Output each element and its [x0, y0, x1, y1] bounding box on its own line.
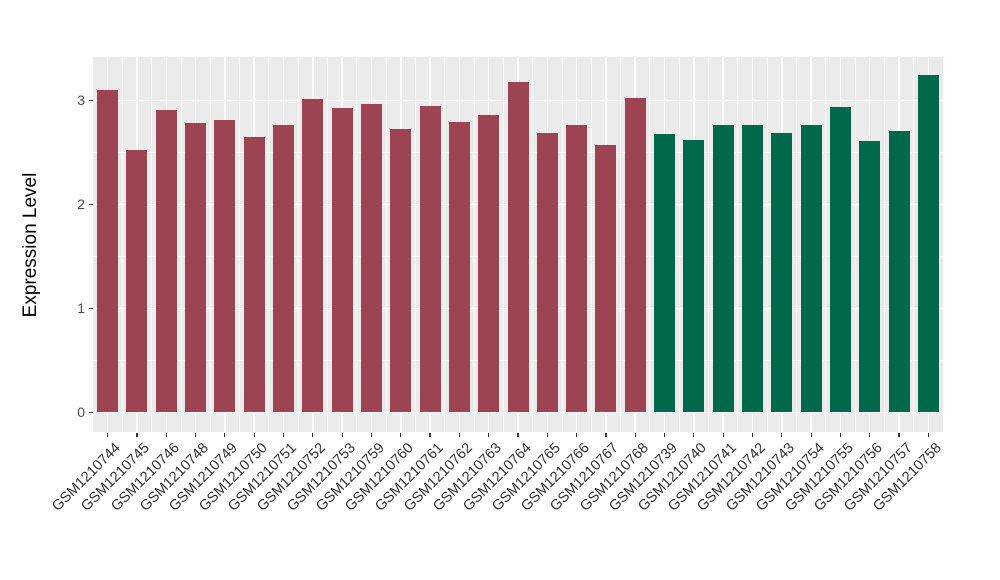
x-tick-mark: [722, 433, 724, 437]
bar-GSM1210744: [97, 90, 119, 413]
gridline-minor-x: [444, 57, 446, 432]
gridline-minor-x: [385, 57, 387, 432]
bar-GSM1210766: [566, 124, 588, 413]
gridline-minor-x: [532, 57, 534, 432]
bar-GSM1210755: [829, 106, 851, 413]
bar-GSM1210756: [859, 141, 881, 413]
bar-GSM1210745: [126, 150, 148, 413]
x-tick-mark: [663, 433, 666, 437]
bar-GSM1210754: [800, 124, 822, 413]
x-tick-mark: [224, 433, 226, 437]
plot-panel: [93, 57, 943, 432]
bar-GSM1210760: [390, 128, 412, 413]
x-tick-mark: [400, 433, 402, 437]
x-tick-mark: [370, 433, 373, 437]
x-tick-mark: [107, 433, 109, 437]
x-tick-mark: [869, 433, 871, 437]
bar-GSM1210743: [771, 132, 793, 413]
gridline-minor-x: [561, 57, 563, 432]
x-tick-mark: [546, 433, 548, 437]
x-tick-mark: [634, 433, 636, 437]
x-tick-mark: [693, 433, 695, 437]
y-tick-label: 0: [77, 403, 85, 420]
gridline-minor-x: [209, 57, 211, 432]
gridline-minor-x: [151, 57, 153, 432]
gridline-minor-x: [854, 57, 856, 432]
x-tick-mark: [429, 433, 431, 437]
y-tick-label: 2: [77, 196, 85, 212]
bar-GSM1210753: [331, 107, 353, 413]
bar-GSM1210764: [507, 81, 529, 413]
bar-GSM1210768: [624, 97, 646, 413]
gridline-minor-x: [268, 57, 270, 432]
bar-GSM1210767: [595, 145, 617, 413]
bar-GSM1210765: [536, 132, 558, 413]
x-tick-mark: [605, 433, 607, 437]
y-tick-mark: [88, 100, 93, 102]
bar-GSM1210763: [478, 115, 500, 413]
y-tick-mark: [88, 307, 93, 309]
bar-GSM1210746: [155, 109, 177, 413]
gridline-minor-x: [649, 57, 651, 432]
gridline-minor-x: [883, 57, 885, 432]
gridline-minor-x: [678, 57, 680, 432]
bar-GSM1210759: [360, 103, 382, 413]
gridline-minor-x: [356, 57, 358, 432]
x-tick-mark: [341, 433, 343, 437]
x-tick-mark: [194, 433, 197, 437]
x-tick-mark: [312, 433, 314, 437]
gridline-minor-x: [415, 57, 416, 432]
gridline-minor-x: [766, 57, 768, 432]
gridline-minor-x: [913, 57, 915, 432]
x-tick-mark: [781, 433, 783, 437]
x-tick-mark: [927, 433, 929, 437]
x-tick-mark: [253, 433, 255, 437]
bar-GSM1210741: [712, 124, 734, 413]
bar-GSM1210749: [214, 120, 236, 413]
x-tick-mark: [898, 433, 900, 437]
gridline-minor-x: [239, 57, 240, 432]
gridline-minor-x: [297, 57, 299, 432]
bar-GSM1210739: [654, 133, 676, 413]
x-tick-mark: [458, 433, 460, 437]
gridline-minor-x: [502, 57, 504, 432]
gridline-minor-x: [708, 57, 709, 432]
gridline-minor-x: [121, 57, 123, 432]
gridline-minor-x: [590, 57, 592, 432]
gridline-minor-x: [620, 57, 621, 432]
y-tick-mark: [88, 203, 93, 206]
x-tick-mark: [165, 433, 167, 437]
x-tick-mark: [136, 433, 138, 437]
x-tick-mark: [810, 433, 812, 437]
bar-GSM1210740: [683, 140, 705, 413]
gridline-minor-x: [473, 57, 475, 432]
gridline-minor-x: [327, 57, 328, 432]
gridline-minor-x: [825, 57, 827, 432]
gridline-minor-x: [796, 57, 797, 432]
x-tick-mark: [517, 433, 519, 437]
bar-GSM1210751: [273, 124, 295, 413]
x-tick-mark: [751, 433, 754, 437]
y-axis-title: Expression Level: [20, 172, 41, 317]
y-tick-mark: [88, 411, 93, 413]
y-tick-label: 1: [77, 299, 85, 316]
bar-GSM1210758: [917, 74, 939, 413]
bar-GSM1210750: [243, 136, 265, 413]
x-tick-mark: [576, 433, 578, 437]
x-tick-mark: [282, 433, 285, 437]
gridline-minor-x: [737, 57, 739, 432]
bar-GSM1210761: [419, 105, 441, 413]
x-tick-mark: [488, 433, 490, 437]
x-tick-mark: [839, 433, 841, 437]
y-tick-label: 3: [77, 92, 85, 109]
bar-GSM1210762: [448, 122, 470, 413]
bar-GSM1210742: [741, 124, 763, 413]
bar-GSM1210752: [302, 98, 324, 413]
gridline-minor-x: [180, 57, 182, 432]
bar-GSM1210748: [185, 123, 207, 413]
bar-GSM1210757: [888, 130, 910, 413]
